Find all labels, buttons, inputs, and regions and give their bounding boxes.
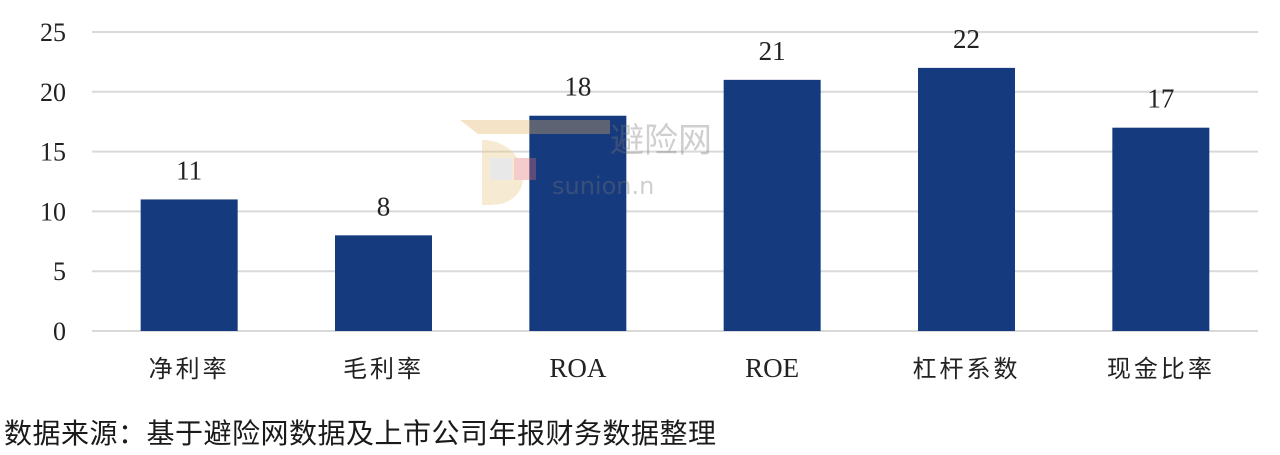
data-label: 21	[759, 36, 786, 66]
data-labels: 11 8 18 21 22 17	[176, 24, 1174, 221]
data-label: 18	[564, 72, 591, 102]
x-tick-label: 净利率	[149, 355, 230, 383]
y-tick-label: 15	[40, 138, 66, 167]
x-tick-label: 杠杆系数	[913, 355, 1021, 383]
y-tick-label: 5	[53, 257, 66, 286]
data-label: 8	[377, 191, 391, 221]
x-axis-labels: 净利率 毛利率 ROA ROE 杠杆系数 现金比率	[149, 353, 1215, 383]
y-tick-label: 0	[53, 317, 66, 346]
x-tick-label: 现金比率	[1107, 355, 1215, 383]
y-tick-label: 10	[40, 197, 66, 226]
bar	[335, 235, 432, 331]
gridlines	[92, 31, 1258, 332]
y-tick-label: 20	[40, 78, 66, 107]
bars	[140, 67, 1210, 332]
bar	[1112, 127, 1210, 332]
x-tick-label: ROE	[745, 353, 799, 383]
source-note: 数据来源：基于避险网数据及上市公司年报财务数据整理	[4, 417, 717, 450]
x-tick-label: ROA	[549, 353, 607, 383]
bar	[529, 115, 627, 331]
data-label: 22	[953, 24, 980, 54]
bar	[140, 199, 238, 331]
y-tick-label: 25	[40, 18, 66, 47]
bar-chart: 0 5 10 15 20 25 11 8 18 21 22 17 净利率 毛利率 ROA ROE 杠杆系数 现…	[40, 18, 1258, 383]
x-tick-label: 毛利率	[343, 355, 424, 383]
bar	[723, 79, 821, 331]
bar	[918, 67, 1015, 331]
y-axis-ticks: 0 5 10 15 20 25	[40, 18, 66, 346]
data-label: 17	[1147, 84, 1174, 114]
data-label: 11	[176, 155, 202, 185]
